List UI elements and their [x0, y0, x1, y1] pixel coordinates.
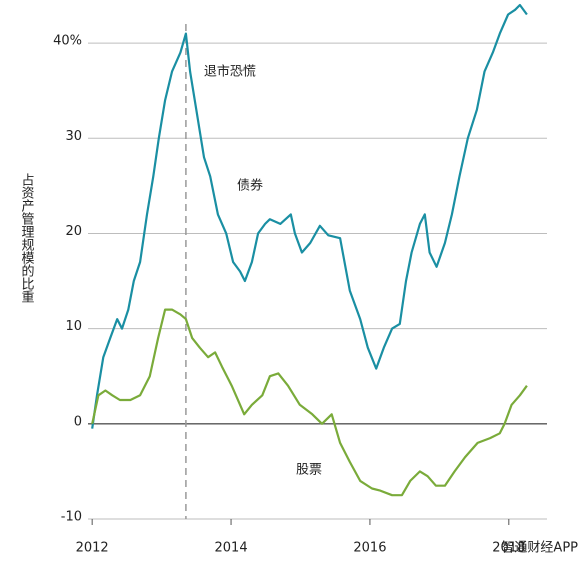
- y-tick-label: 20: [65, 224, 82, 239]
- series-label: 债券: [237, 178, 263, 194]
- annotation-text: 退市恐慌: [204, 64, 256, 80]
- y-axis-label: 占资产管理规模的比重: [19, 173, 35, 303]
- y-tick-label: 40%: [53, 34, 82, 49]
- y-tick-label: 0: [74, 414, 82, 429]
- x-tick-label: 2018: [492, 541, 525, 556]
- y-tick-label: -10: [61, 510, 82, 525]
- line: [91, 308, 528, 497]
- y-tick-label: 30: [65, 129, 82, 144]
- watermark: 智通财经APP: [501, 541, 578, 556]
- x-tick-label: 2016: [353, 541, 386, 556]
- y-tick-label: 10: [65, 319, 82, 334]
- line: [91, 3, 528, 429]
- x-tick-label: 2012: [76, 541, 109, 556]
- x-tick-label: 2014: [215, 541, 248, 556]
- series-label: 股票: [296, 463, 322, 478]
